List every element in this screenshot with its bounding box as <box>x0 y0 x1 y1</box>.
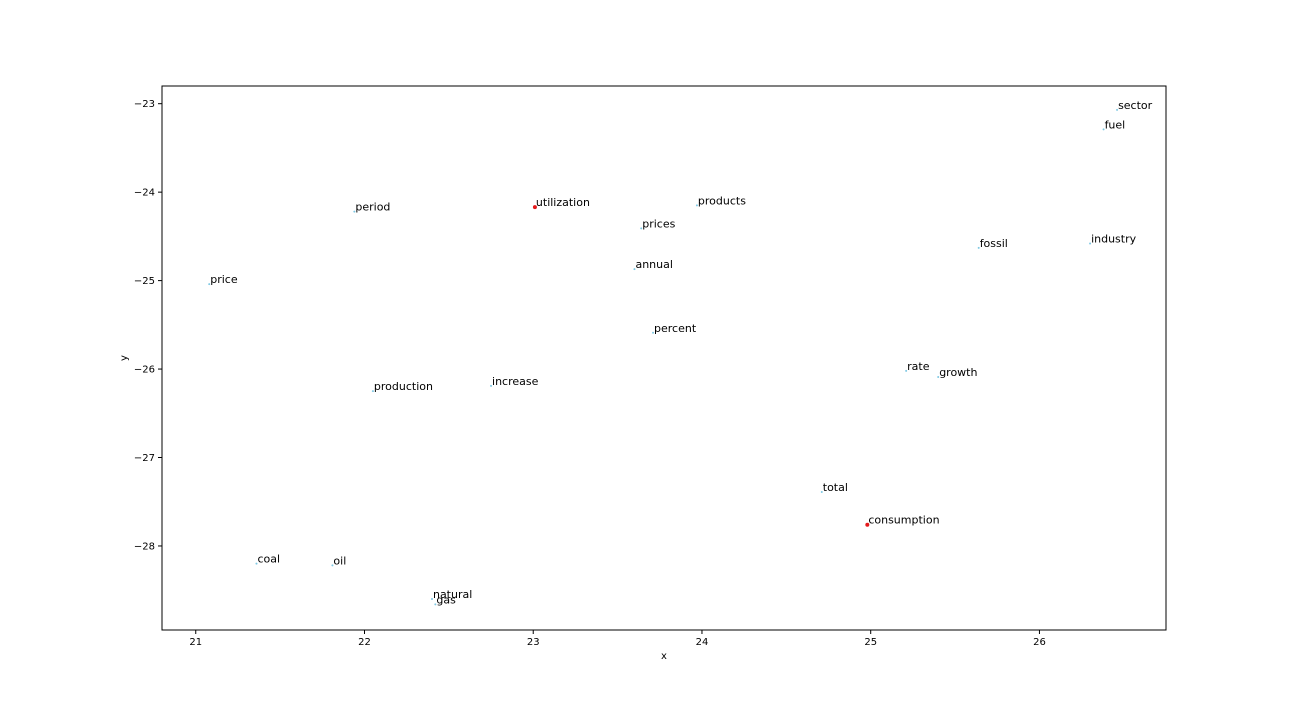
scatter-marker <box>490 384 493 387</box>
scatter-point-gas: gas <box>434 593 456 606</box>
point-label: fuel <box>1105 118 1126 131</box>
scatter-point-oil: oil <box>331 554 346 567</box>
point-label: coal <box>257 553 280 566</box>
scatter-marker <box>208 283 211 286</box>
y-tick-label: −28 <box>134 541 155 552</box>
scatter-point-natural: natural <box>430 588 472 601</box>
scatter-point-growth: growth <box>937 366 978 379</box>
scatter-point-prices: prices <box>640 217 676 230</box>
scatter-marker <box>820 491 823 494</box>
scatter-marker <box>255 562 258 565</box>
scatter-marker <box>1089 242 1092 245</box>
y-tick-label: −23 <box>134 99 155 110</box>
x-tick-label: 21 <box>189 637 202 648</box>
point-label: prices <box>642 217 675 230</box>
point-label: increase <box>492 375 539 388</box>
point-label: rate <box>907 360 930 373</box>
scatter-point-period: period <box>353 201 390 214</box>
scatter-point-percent: percent <box>652 322 697 335</box>
point-label: fossil <box>980 237 1008 250</box>
scatter-point-price: price <box>208 273 238 286</box>
scatter-point-increase: increase <box>490 375 539 388</box>
y-axis-label: y <box>119 355 130 361</box>
scatter-point-sector: sector <box>1116 99 1153 112</box>
scatter-point-coal: coal <box>255 553 280 566</box>
scatter-marker <box>865 522 870 527</box>
scatter-point-industry: industry <box>1089 232 1137 245</box>
scatter-marker <box>371 390 374 393</box>
scatter-point-utilization: utilization <box>532 196 590 210</box>
scatter-point-fossil: fossil <box>977 237 1008 250</box>
scatter-marker <box>434 603 437 606</box>
data-points: sector fuel period utilization products price… <box>208 99 1153 606</box>
scatter-marker <box>640 227 643 230</box>
scatter-point-total: total <box>820 481 848 494</box>
point-label: production <box>374 380 433 393</box>
scatter-point-products: products <box>695 194 746 207</box>
y-axis-ticks: −23 −24 −25 −26 −27 −28 <box>134 99 162 552</box>
x-tick-label: 24 <box>696 637 709 648</box>
point-label: annual <box>635 258 672 271</box>
scatter-point-rate: rate <box>905 360 930 373</box>
x-tick-label: 25 <box>864 637 877 648</box>
scatter-marker <box>430 598 433 601</box>
scatter-point-annual: annual <box>633 258 673 271</box>
point-label: period <box>355 201 390 214</box>
x-axis-label: x <box>661 651 667 662</box>
point-label: products <box>698 194 746 207</box>
scatter-marker <box>977 246 980 249</box>
x-tick-label: 22 <box>358 637 371 648</box>
scatter-marker <box>652 331 655 334</box>
point-label: percent <box>654 322 697 335</box>
point-label: oil <box>333 554 346 567</box>
y-tick-label: −27 <box>134 453 155 464</box>
point-label: growth <box>939 366 977 379</box>
scatter-point-production: production <box>371 380 433 393</box>
point-label: gas <box>436 593 456 606</box>
scatter-point-consumption: consumption <box>865 514 940 527</box>
x-axis-ticks: 21 22 23 24 25 26 <box>189 630 1046 648</box>
y-tick-label: −26 <box>134 365 155 376</box>
x-tick-label: 23 <box>527 637 540 648</box>
point-label: price <box>210 273 238 286</box>
scatter-marker <box>1102 128 1105 131</box>
plot-area-frame <box>161 85 1167 631</box>
point-label: industry <box>1091 232 1137 245</box>
scatter-marker <box>905 369 908 372</box>
scatter-marker <box>1116 108 1119 111</box>
scatter-marker <box>937 376 940 379</box>
point-label: utilization <box>536 196 590 209</box>
scatter-marker <box>633 268 636 271</box>
x-tick-label: 26 <box>1033 637 1046 648</box>
scatter-marker <box>353 210 356 213</box>
scatter-marker <box>532 205 537 210</box>
scatter-point-fuel: fuel <box>1102 118 1126 131</box>
point-label: total <box>823 481 848 494</box>
y-tick-label: −24 <box>134 188 155 199</box>
scatter-marker <box>695 204 698 207</box>
point-label: natural <box>433 588 472 601</box>
point-label: consumption <box>868 514 939 527</box>
y-tick-label: −25 <box>134 276 155 287</box>
scatter-marker <box>331 564 334 567</box>
point-label: sector <box>1118 99 1153 112</box>
